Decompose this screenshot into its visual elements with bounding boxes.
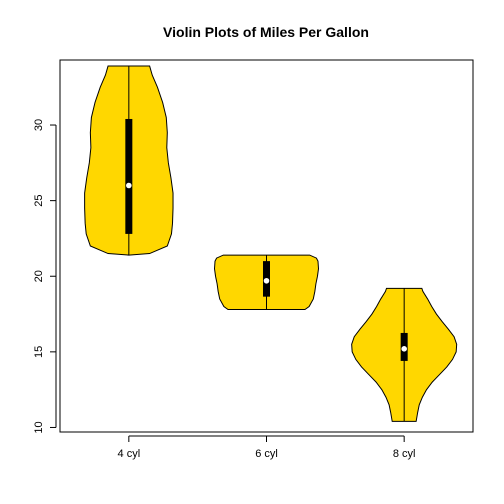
violin-median-point bbox=[126, 182, 132, 189]
y-tick-label: 15 bbox=[33, 346, 45, 358]
y-axis: 10 15 20 25 30 bbox=[33, 119, 57, 434]
violin-median-point bbox=[401, 346, 407, 352]
y-tick-label: 20 bbox=[33, 270, 45, 282]
violin-group bbox=[213, 254, 320, 311]
x-axis: 4 cyl 6 cyl 8 cyl bbox=[118, 435, 416, 460]
y-tick-label: 30 bbox=[33, 119, 45, 131]
x-tick-label: 8 cyl bbox=[393, 448, 416, 460]
plot-frame bbox=[59, 59, 474, 433]
violin-median-point bbox=[263, 277, 270, 284]
violin-group bbox=[351, 287, 458, 422]
y-tick-label: 10 bbox=[33, 421, 45, 433]
violin-group bbox=[84, 65, 174, 256]
violin-iqr-box bbox=[125, 118, 133, 234]
x-tick-label: 4 cyl bbox=[118, 448, 141, 460]
x-tick-label: 6 cyl bbox=[255, 448, 278, 460]
chart-title: Violin Plots of Miles Per Gallon bbox=[163, 24, 369, 40]
violins-layer bbox=[84, 65, 458, 422]
y-tick-label: 25 bbox=[33, 195, 45, 207]
